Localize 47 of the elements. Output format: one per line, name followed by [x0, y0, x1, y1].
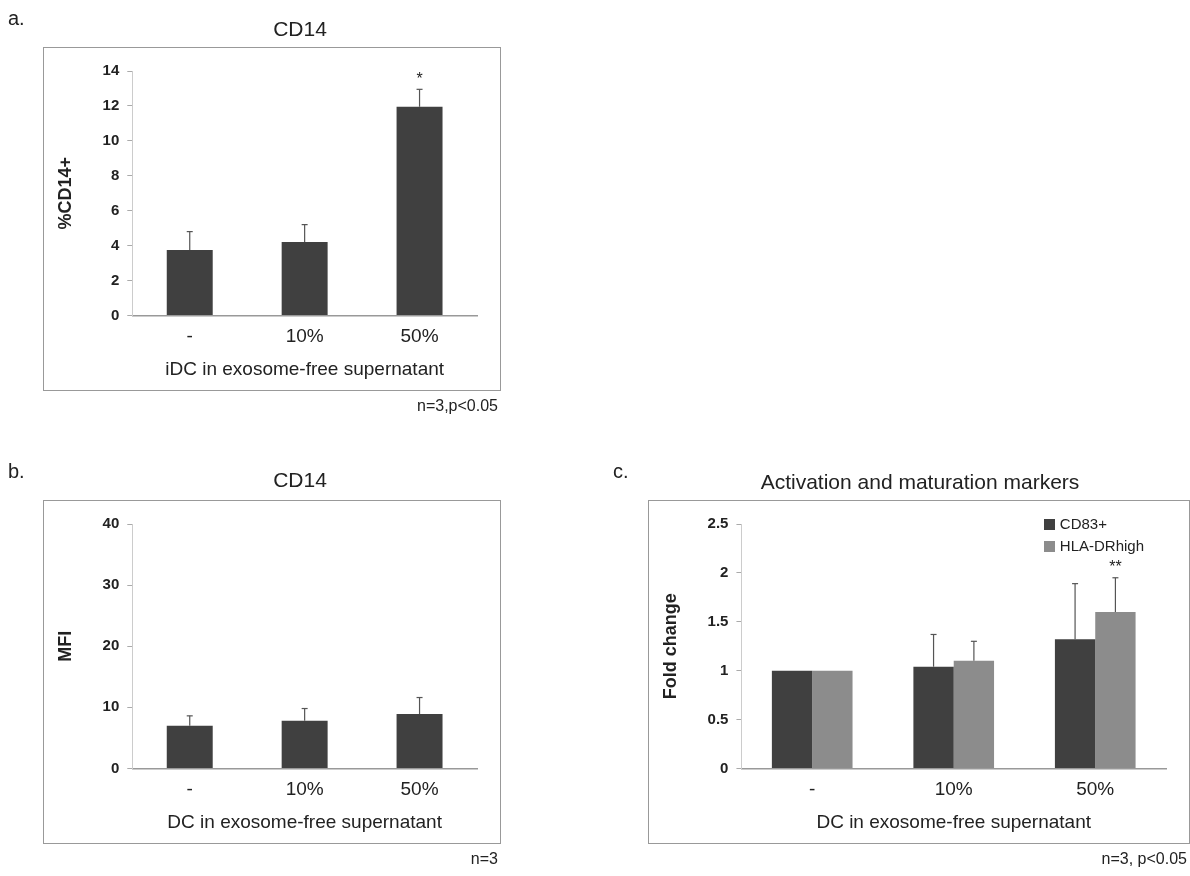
y-tick-label: 30 — [102, 575, 120, 593]
x-tick-label: 50% — [400, 325, 439, 347]
text: a. — [8, 7, 25, 30]
y-axis-title: MFI — [54, 630, 75, 662]
y-axis-title: %CD14+ — [54, 156, 75, 230]
y-tick-label: 0 — [110, 758, 120, 776]
annotation: ** — [1109, 558, 1122, 576]
y-tick-label: 4 — [110, 235, 120, 253]
y-tick-label: 0 — [720, 758, 729, 776]
y-tick-label: 20 — [102, 636, 120, 654]
text: c. — [613, 460, 629, 483]
chart-title: CD14 — [272, 468, 328, 492]
chart-title: CD14 — [272, 17, 328, 41]
text: b. — [8, 460, 25, 483]
y-tick-label: 10 — [102, 697, 120, 715]
y-tick-label: 40 — [102, 514, 120, 532]
y-tick-label: 12 — [102, 96, 120, 114]
y-tick-label: 6 — [110, 200, 120, 218]
y-tick-label: 0.5 — [707, 709, 729, 727]
y-tick-label: 1 — [720, 660, 729, 678]
text: n=3,p<0.05 — [417, 397, 498, 415]
x-axis-title: iDC in exosome-free supernatant — [165, 357, 445, 379]
y-axis-title: Fold change — [659, 593, 680, 700]
y-tick-label: 1.5 — [707, 611, 729, 629]
x-tick-label: - — [186, 778, 193, 800]
y-tick-label: 0 — [110, 305, 120, 323]
chart-title: Activation and maturation markers — [759, 470, 1081, 494]
x-tick-label: 10% — [285, 778, 324, 800]
y-tick-label: 2 — [110, 270, 120, 288]
y-tick-label: 2 — [720, 563, 729, 581]
y-tick-label: 2.5 — [707, 514, 729, 532]
x-tick-label: 50% — [1076, 778, 1115, 800]
x-tick-label: 10% — [285, 325, 324, 347]
x-tick-label: - — [809, 778, 816, 800]
y-tick-label: 8 — [110, 165, 120, 183]
x-axis-title: DC in exosome-free supernatant — [816, 810, 1092, 832]
annotation: * — [416, 69, 423, 87]
text: n=3 — [470, 850, 498, 868]
y-tick-label: 14 — [102, 61, 120, 79]
legend-label: HLA-DRhigh — [1059, 537, 1144, 554]
y-tick-label: 10 — [102, 130, 120, 148]
text: n=3, p<0.05 — [1101, 850, 1187, 868]
x-axis-title: DC in exosome-free supernatant — [167, 810, 443, 832]
x-tick-label: 10% — [934, 778, 973, 800]
legend-label: CD83+ — [1059, 515, 1107, 532]
x-tick-label: 50% — [400, 778, 439, 800]
x-tick-label: - — [186, 325, 193, 347]
